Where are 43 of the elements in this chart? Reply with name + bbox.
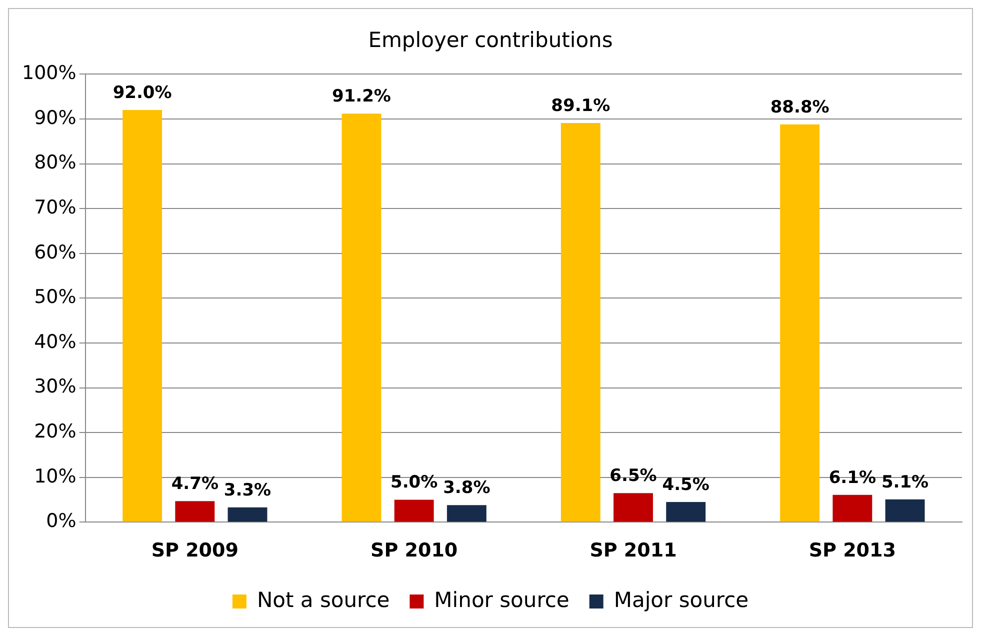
bar [122, 110, 162, 522]
x-tick-label: SP 2009 [151, 540, 238, 562]
y-tick-label: 90% [34, 106, 76, 129]
bar [614, 493, 653, 522]
bar [446, 505, 486, 522]
legend-label: Major source [614, 588, 749, 612]
bar [780, 124, 820, 522]
y-tick-label: 60% [34, 241, 76, 264]
bar [228, 507, 268, 522]
data-label: 5.1% [881, 472, 929, 492]
bar [175, 501, 215, 522]
bar [342, 114, 382, 522]
data-label: 3.3% [224, 480, 272, 500]
bar [885, 499, 925, 522]
y-tick-label: 100% [22, 62, 76, 84]
data-label: 92.0% [112, 82, 172, 103]
chart-title: Employer contributions [368, 28, 613, 52]
y-tick-label: 80% [34, 152, 76, 174]
x-tick-label: SP 2011 [590, 540, 677, 562]
bar [666, 502, 706, 522]
data-label: 6.5% [610, 466, 657, 486]
bar [832, 494, 872, 522]
y-tick-label: 0% [46, 510, 76, 532]
x-tick-label: SP 2013 [808, 540, 896, 562]
data-label: 89.1% [551, 96, 610, 116]
data-label: 5.0% [390, 472, 438, 493]
data-label: 3.8% [443, 478, 490, 498]
legend-label: Minor source [434, 588, 570, 612]
bar [560, 123, 600, 522]
legend-label: Not a source [256, 588, 390, 612]
y-tick-label: 70% [34, 196, 76, 219]
bar [394, 500, 434, 522]
y-tick-label: 50% [34, 286, 76, 308]
data-label: 91.2% [332, 86, 391, 107]
y-tick-label: 30% [34, 376, 76, 398]
y-tick-label: 40% [34, 330, 76, 353]
y-tick-label: 20% [34, 420, 76, 443]
data-label: 6.1% [828, 468, 876, 488]
y-tick-label: 10% [34, 465, 76, 488]
x-tick-label: SP 2010 [370, 540, 458, 562]
data-label: 88.8% [770, 97, 830, 118]
data-label: 4.5% [662, 474, 710, 495]
data-label: 4.7% [171, 474, 218, 494]
